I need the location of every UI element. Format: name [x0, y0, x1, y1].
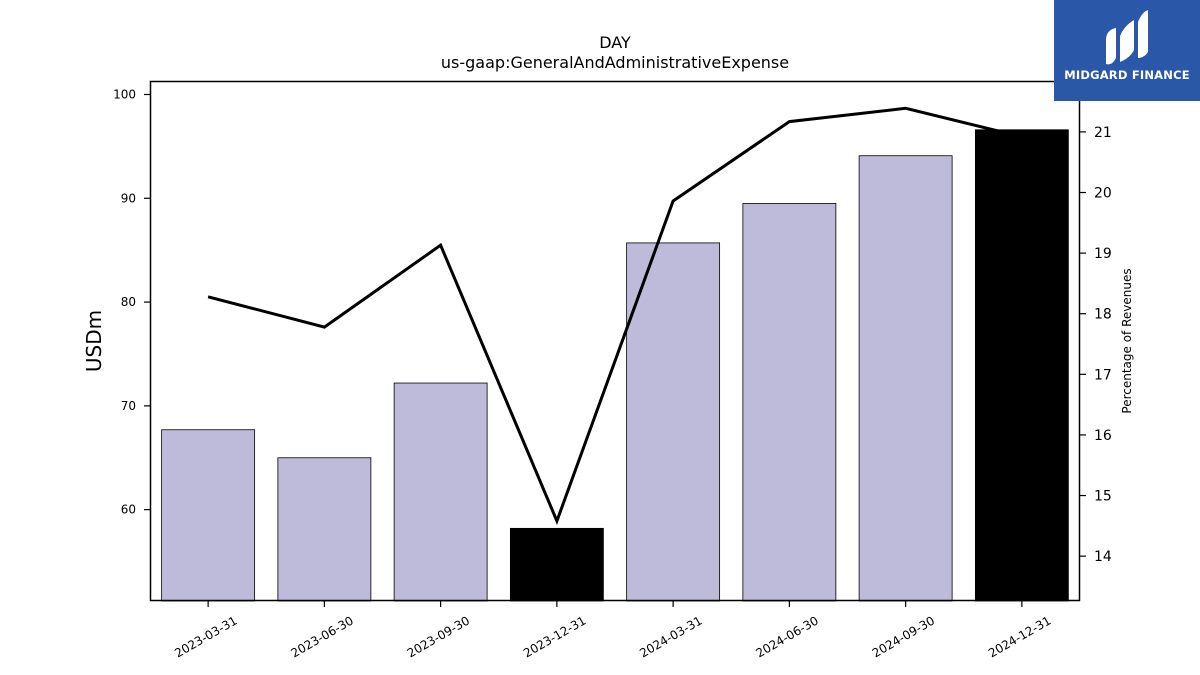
x-tick-label: 2024-06-30 [753, 613, 820, 660]
bar-2024-03-31 [626, 242, 721, 602]
bar-2023-09-30 [393, 382, 488, 602]
x-tick-label: 2024-09-30 [870, 613, 937, 660]
y2-tick-label: 21 [1094, 125, 1112, 141]
y-axis-label: USDm [82, 310, 106, 372]
y-tick-label: 100 [113, 87, 136, 101]
y-tick-label: 90 [121, 191, 136, 205]
y-axis-left: 60 70 80 90 100 [113, 87, 150, 517]
chart-subtitle: us-gaap:GeneralAndAdministrativeExpense [441, 53, 789, 72]
x-tick-label: 2023-06-30 [288, 613, 355, 660]
bar-2023-03-31 [161, 429, 256, 602]
brand-name: MIDGARD FINANCE [1064, 68, 1190, 82]
x-tick-label: 2023-09-30 [405, 613, 472, 660]
line-series [207, 106, 1023, 526]
y2-tick-label: 16 [1094, 428, 1112, 444]
x-tick-label: 2023-03-31 [172, 613, 239, 660]
y2-tick-label: 17 [1094, 367, 1112, 383]
y-tick-label: 80 [121, 295, 136, 309]
y2-tick-label: 14 [1094, 549, 1112, 565]
y-tick-label: 60 [121, 503, 136, 517]
y2-tick-label: 18 [1094, 307, 1112, 323]
bar-2023-06-30 [277, 457, 372, 602]
bar-2023-12-31 [509, 527, 604, 602]
y-axis-right: 14 15 16 17 18 19 20 21 [1080, 125, 1112, 565]
y2-axis-label: Percentage of Revenues [1120, 268, 1134, 413]
y2-tick-label: 15 [1094, 489, 1112, 505]
plot-frame [149, 80, 1081, 602]
x-tick-label: 2024-03-31 [637, 613, 704, 660]
x-tick-label: 2023-12-31 [521, 613, 588, 660]
bar-2024-12-31 [974, 129, 1069, 602]
brand-logo: MIDGARD FINANCE [1054, 0, 1200, 101]
bar-2024-09-30 [858, 155, 953, 602]
line-path [207, 106, 1023, 526]
y2-tick-label: 20 [1094, 186, 1112, 202]
bar-series [161, 129, 1069, 602]
logo-mark-icon [1106, 10, 1148, 65]
bar-2024-06-30 [742, 203, 837, 602]
y-tick-label: 70 [121, 399, 136, 413]
y2-tick-label: 19 [1094, 246, 1112, 262]
chart-title: DAY [599, 33, 631, 52]
x-tick-label: 2024-12-31 [986, 613, 1053, 660]
x-axis: 2023-03-31 2023-06-30 2023-09-30 2023-12-31… [172, 601, 1053, 660]
